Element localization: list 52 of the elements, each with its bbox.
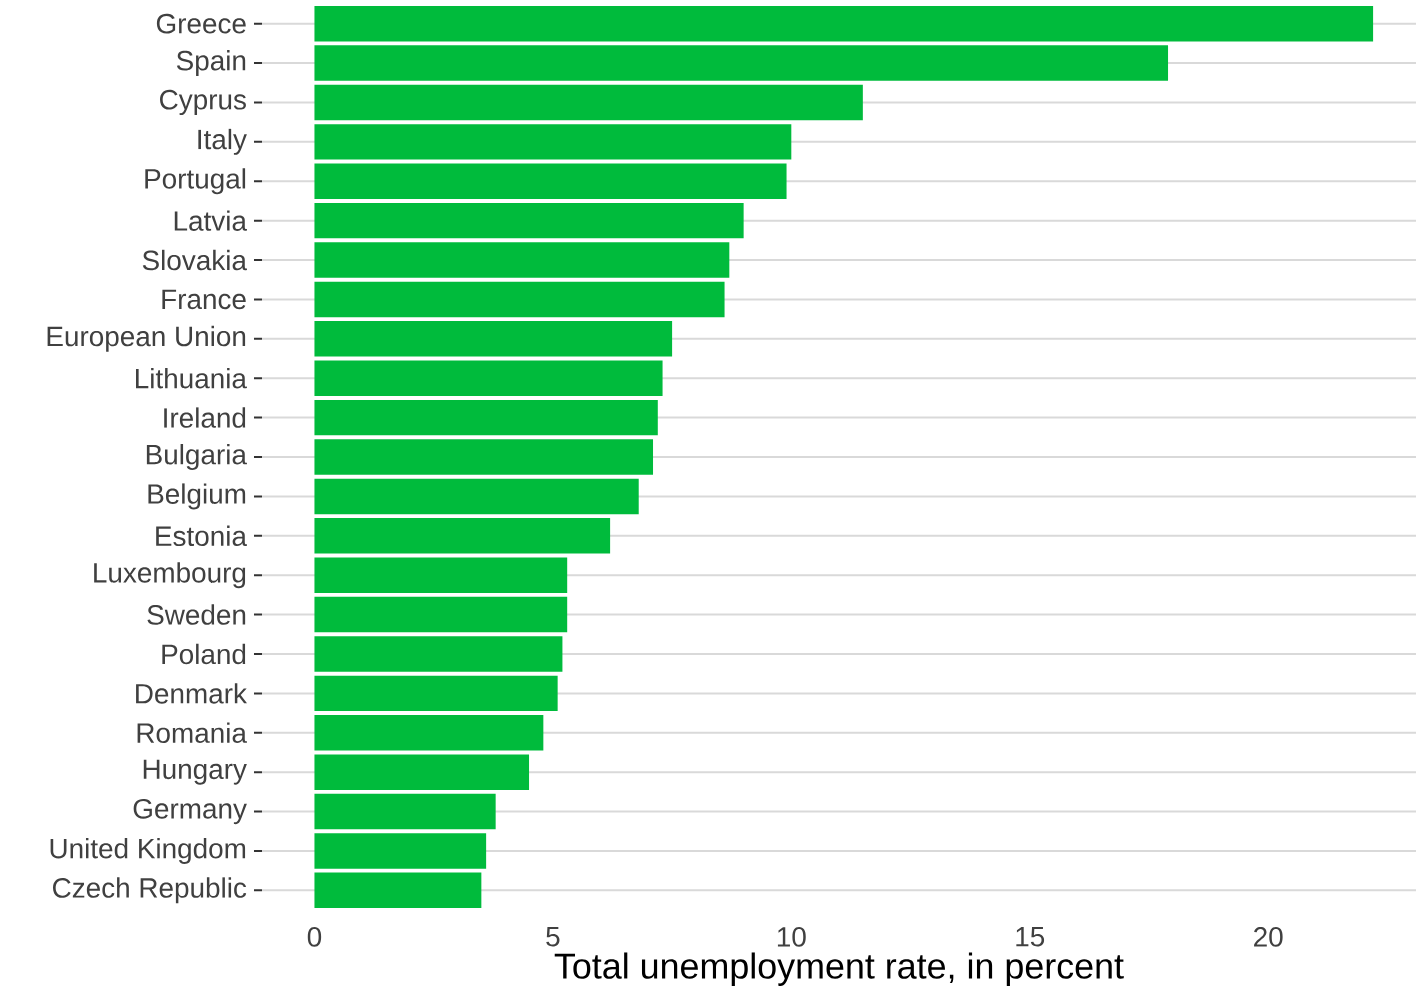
x-tick-label: 5 xyxy=(546,927,560,947)
y-tick-label: Latvia xyxy=(174,210,247,231)
bar xyxy=(314,202,744,239)
bar xyxy=(314,754,530,790)
bar xyxy=(314,242,730,278)
bar xyxy=(314,793,496,830)
bar xyxy=(314,872,482,909)
bar xyxy=(314,636,563,672)
bar xyxy=(314,478,639,515)
y-tick-label: Sweden xyxy=(147,604,246,625)
y-tick-label: Italy xyxy=(198,128,247,155)
x-axis-title: Total unemployment rate, in percent xyxy=(554,952,1124,986)
bar xyxy=(314,439,654,475)
y-tick-label: Slovakia xyxy=(142,249,247,271)
y-tick-label: Romania xyxy=(137,722,247,744)
y-tick-label: Portugal xyxy=(145,168,246,195)
y-tick-label: Cyprus xyxy=(160,89,246,116)
y-tick-label: Lithuania xyxy=(136,367,247,389)
x-tick-label: 0 xyxy=(307,927,322,947)
y-tick-label: Greece xyxy=(156,13,246,34)
y-tick-label: United Kingdom xyxy=(50,837,246,864)
x-tick-label: 10 xyxy=(777,927,806,947)
y-tick-label: Hungary xyxy=(143,759,247,785)
bar xyxy=(314,45,1169,81)
y-tick-label: Czech Republic xyxy=(53,877,247,904)
x-tick-label: 15 xyxy=(1016,927,1045,947)
x-tick-label: 20 xyxy=(1254,927,1283,947)
y-tick-label: Denmark xyxy=(136,683,247,704)
y-tick-label: Estonia xyxy=(156,525,247,547)
bar xyxy=(314,518,611,554)
bar xyxy=(314,833,487,869)
bar xyxy=(314,360,663,396)
y-tick-label: European Union xyxy=(47,325,246,352)
y-tick-label: Ireland xyxy=(164,407,246,428)
bar xyxy=(314,84,863,121)
bar xyxy=(314,5,1374,42)
bar xyxy=(314,399,658,436)
y-tick-label: France xyxy=(162,289,246,310)
bar xyxy=(314,321,673,357)
bar xyxy=(314,124,792,160)
bar xyxy=(314,557,568,593)
bar xyxy=(314,163,787,199)
y-tick-label: Spain xyxy=(176,50,246,77)
y-tick-label: Belgium xyxy=(148,483,246,510)
bar xyxy=(314,281,725,318)
y-tick-label: Poland xyxy=(162,643,246,665)
bar xyxy=(314,675,558,712)
y-tick-label: Luxembourg xyxy=(94,562,246,589)
bar xyxy=(314,715,544,751)
y-tick-label: Bulgaria xyxy=(146,444,247,470)
y-tick-label: Germany xyxy=(133,798,247,825)
bar xyxy=(314,596,568,633)
